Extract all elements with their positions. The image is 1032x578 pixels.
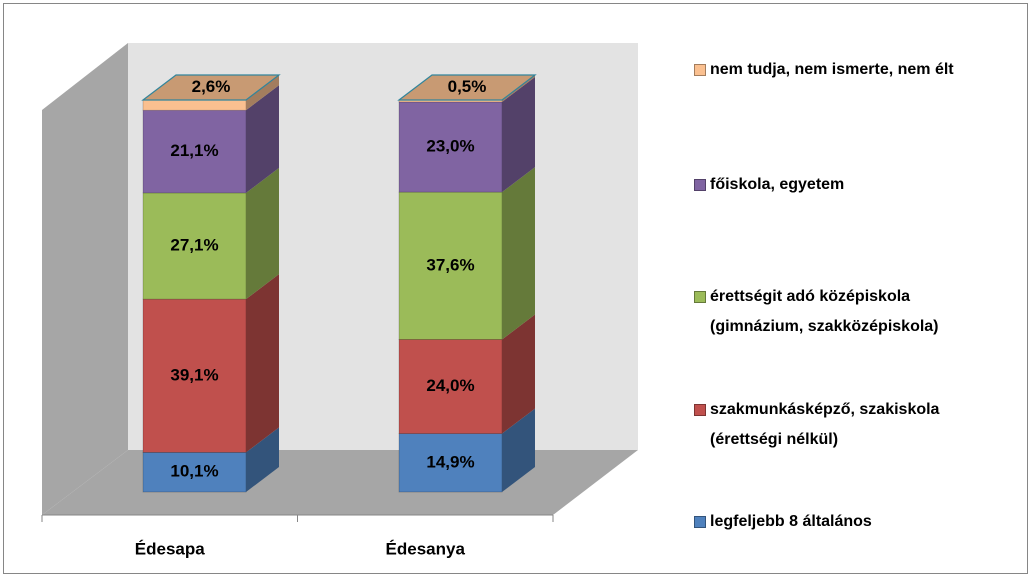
value-label: 0,5% [448, 77, 487, 96]
legend-label: legfeljebb 8 általános [710, 513, 872, 530]
x-tick-label: Édesapa [135, 539, 205, 558]
bar-top [397, 74, 537, 101]
bar-side [502, 408, 535, 492]
value-label: 27,1% [170, 236, 218, 255]
bar-side [246, 274, 279, 453]
side-wall [42, 43, 128, 515]
legend-label: érettségit adó középiskola (gimnázium, s… [710, 288, 939, 335]
legend-swatch [694, 179, 706, 191]
bar-side [502, 167, 535, 340]
legend-label: főiskola, egyetem [710, 176, 845, 193]
legend-item: érettségit adó középiskola (gimnázium, s… [694, 282, 972, 342]
bar-side [502, 76, 535, 193]
bar-side [246, 85, 279, 193]
bar-segment [142, 274, 279, 453]
bar-segment [398, 167, 535, 340]
value-label: 23,0% [426, 137, 474, 156]
value-label: 2,6% [192, 77, 231, 96]
bar-segment [141, 74, 281, 111]
floor [42, 450, 638, 515]
legend-swatch [694, 64, 706, 76]
bar-segment [397, 74, 537, 103]
bar-side [246, 75, 279, 111]
bar-top [141, 74, 281, 101]
bar-segment [398, 408, 535, 493]
bar-segment [142, 85, 279, 194]
legend-swatch [694, 516, 706, 528]
legend-swatch [694, 291, 706, 303]
bar-front [142, 99, 247, 111]
bar-segment [398, 314, 535, 434]
legend-label: szakmunkásképző, szakiskola (érettségi n… [710, 401, 940, 448]
legend-item: nem tudja, nem ismerte, nem élt [694, 55, 960, 85]
bar-side [502, 314, 535, 434]
bar-side [246, 167, 279, 300]
value-label: 39,1% [170, 365, 218, 384]
value-label: 14,9% [426, 452, 474, 471]
legend-item: főiskola, egyetem [694, 170, 1010, 200]
legend-swatch [694, 404, 706, 416]
legend-item: szakmunkásképző, szakiskola (érettségi n… [694, 395, 1010, 455]
bar-side [246, 427, 279, 492]
value-label: 10,1% [170, 462, 218, 481]
value-label: 37,6% [426, 255, 474, 274]
legend-label: nem tudja, nem ismerte, nem élt [710, 61, 954, 78]
x-tick-label: Édesanya [386, 539, 466, 558]
bar-segment [398, 76, 535, 193]
bar-segment [142, 167, 279, 300]
value-label: 21,1% [170, 141, 218, 160]
legend-item: legfeljebb 8 általános [694, 507, 1010, 537]
value-label: 24,0% [426, 376, 474, 395]
